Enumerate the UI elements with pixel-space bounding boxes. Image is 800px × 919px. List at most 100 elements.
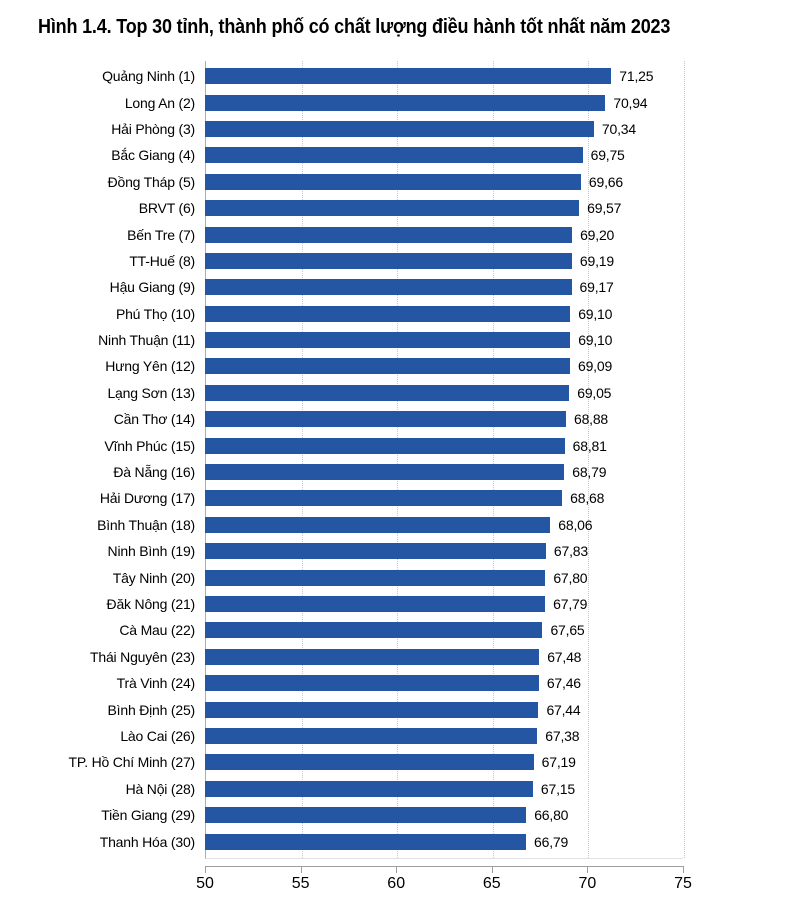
- bar-row: Bình Định (25) 67,44: [0, 696, 800, 722]
- bar: [205, 464, 565, 481]
- bar-row: Phú Thọ (10) 69,10: [0, 301, 800, 327]
- bar-row: Bình Thuận (18) 68,06: [0, 512, 800, 538]
- plot-cell: 69,09: [205, 353, 683, 379]
- gridline: [588, 61, 590, 858]
- plot-cell: 67,38: [205, 723, 683, 749]
- plot-cell: 67,48: [205, 644, 683, 670]
- bar-row: TT-Huế (8) 69,19: [0, 248, 800, 274]
- gridline: [684, 61, 685, 858]
- bar-row: Tiền Giang (29) 66,80: [0, 802, 800, 828]
- category-label: Hậu Giang (9): [109, 279, 196, 296]
- value-label: 67,44: [546, 701, 581, 718]
- bar: [205, 173, 581, 190]
- x-axis-line: [205, 866, 683, 867]
- bar-row: TP. Hồ Chí Minh (27) 67,19: [0, 749, 800, 775]
- x-axis-tick: [491, 866, 493, 873]
- plot-cell: 67,79: [205, 591, 683, 617]
- x-axis-tick: [300, 866, 302, 873]
- category-label: Cà Mau (22): [119, 622, 195, 639]
- bar: [205, 833, 527, 850]
- value-label: 67,48: [547, 648, 582, 665]
- value-label: 67,19: [541, 754, 576, 771]
- bar-row: Ninh Bình (19) 67,83: [0, 538, 800, 564]
- value-label: 71,25: [619, 68, 654, 85]
- category-label: Bến Tre (7): [127, 226, 195, 243]
- bar: [205, 279, 572, 296]
- bar: [205, 252, 572, 269]
- plot-cell: 69,66: [205, 169, 683, 195]
- bar-row: Lào Cai (26) 67,38: [0, 723, 800, 749]
- bar-row: Đà Nẵng (16) 68,79: [0, 459, 800, 485]
- category-label: Thái Nguyên (23): [90, 648, 195, 665]
- bar: [205, 305, 571, 322]
- value-label: 67,15: [540, 780, 575, 797]
- x-axis-tick-label: 75: [674, 875, 692, 892]
- value-label: 66,80: [534, 807, 569, 824]
- bar: [205, 490, 563, 507]
- value-label: 69,20: [580, 226, 615, 243]
- bar: [205, 780, 533, 797]
- x-axis-tick-label: 65: [482, 875, 501, 892]
- bar-row: Hà Nội (28) 67,15: [0, 776, 800, 802]
- category-label: Hải Dương (17): [99, 490, 195, 507]
- bar: [205, 701, 539, 718]
- value-label: 69,05: [577, 384, 612, 401]
- category-label: TP. Hồ Chí Minh (27): [68, 754, 196, 771]
- x-axis-tick-label: 55: [291, 875, 310, 892]
- bar-row: Hậu Giang (9) 69,17: [0, 274, 800, 300]
- bar: [205, 94, 606, 111]
- plot-cell: 68,79: [205, 459, 683, 485]
- bar: [205, 569, 546, 586]
- bar: [205, 332, 571, 349]
- category-label: Hà Nội (28): [125, 780, 196, 797]
- plot-cell: 69,75: [205, 142, 683, 168]
- category-label: Đồng Tháp (5): [107, 173, 196, 190]
- value-label: 67,80: [553, 569, 588, 586]
- bar: [205, 384, 570, 401]
- category-label: Ninh Bình (19): [107, 543, 196, 560]
- bar-row: Hải Phòng (3) 70,34: [0, 116, 800, 142]
- plot-cell: 69,19: [205, 248, 683, 274]
- value-label: 69,66: [588, 173, 623, 190]
- value-label: 69,10: [578, 305, 613, 322]
- category-label: TT-Huế (8): [129, 252, 195, 269]
- x-axis: 50 55 60 65 70 75: [196, 866, 692, 896]
- bar-row: Tây Ninh (20) 67,80: [0, 564, 800, 590]
- category-label: Hải Phòng (3): [111, 120, 195, 137]
- bar: [205, 807, 527, 824]
- bar-row: Thanh Hóa (30) 66,79: [0, 828, 800, 854]
- plot-cell: 66,79: [205, 828, 683, 854]
- x-axis-tick: [396, 866, 398, 873]
- gridline: [492, 61, 494, 858]
- bar-chart: Quảng Ninh (1) 71,25 Long An (2) 70,94 Hải P…: [0, 61, 800, 896]
- gridline: [397, 61, 399, 858]
- value-label: 67,46: [546, 675, 581, 692]
- bar-row: Cà Mau (22) 67,65: [0, 617, 800, 643]
- value-label: 68,06: [558, 516, 593, 533]
- category-label: Phú Thọ (10): [115, 305, 195, 322]
- plot-cell: 68,88: [205, 406, 683, 432]
- gridline: [301, 61, 303, 858]
- value-label: 67,38: [545, 727, 580, 744]
- value-label: 69,09: [578, 358, 613, 375]
- category-label: Thanh Hóa (30): [99, 833, 195, 850]
- x-axis-tick-label: 50: [196, 875, 214, 892]
- category-label: Bắc Giang (4): [111, 147, 195, 164]
- bar: [205, 68, 612, 85]
- value-label: 67,79: [553, 596, 588, 612]
- x-axis-tick-label: 70: [578, 875, 597, 892]
- bar-row: Đăk Nông (21) 67,79: [0, 591, 800, 617]
- bar: [205, 226, 573, 243]
- category-label: Bình Thuận (18): [97, 516, 195, 533]
- value-label: 68,79: [572, 464, 607, 481]
- category-label: Quảng Ninh (1): [102, 68, 195, 85]
- value-label: 68,68: [570, 490, 605, 507]
- x-axis-tick: [587, 866, 589, 873]
- category-label: Trà Vinh (24): [116, 675, 196, 692]
- bar: [205, 543, 546, 560]
- bar: [205, 622, 543, 639]
- bar-row: Bến Tre (7) 69,20: [0, 221, 800, 247]
- category-label: Long An (2): [124, 94, 195, 111]
- bar: [205, 200, 580, 217]
- bar-row: Đồng Tháp (5) 69,66: [0, 169, 800, 195]
